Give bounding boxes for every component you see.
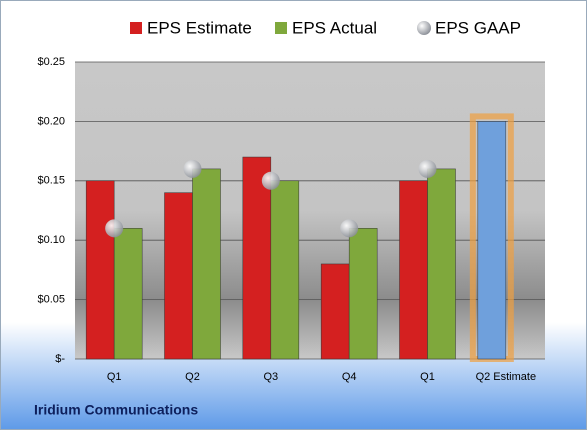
legend-label: EPS Actual — [292, 18, 377, 37]
bar — [192, 168, 221, 360]
bar — [348, 228, 378, 360]
bar — [399, 180, 428, 360]
x-tick-label: Q4 — [342, 371, 357, 383]
bar — [164, 192, 193, 360]
bar — [427, 168, 456, 360]
x-tick-label: Q1 — [107, 371, 122, 383]
gaap-marker — [340, 219, 359, 238]
legend-marker — [130, 22, 142, 34]
legend-marker — [275, 22, 287, 34]
gaap-marker — [261, 171, 280, 190]
gaap-marker — [418, 159, 437, 178]
footer: Iridium Communications — [34, 402, 198, 418]
y-tick-label: $- — [55, 353, 65, 365]
plot-area — [75, 62, 545, 359]
bar — [477, 121, 507, 360]
y-tick-label: $0.25 — [37, 56, 65, 68]
bar — [113, 228, 143, 360]
y-tick-label: $0.05 — [37, 294, 65, 306]
y-tick-label: $0.20 — [37, 115, 65, 127]
bar — [85, 180, 115, 360]
gaap-marker — [105, 219, 124, 238]
legend-label: EPS Estimate — [147, 18, 252, 37]
y-tick-label: $0.15 — [37, 175, 65, 187]
y-tick-label: $0.10 — [37, 234, 65, 246]
x-tick-label: Q2 — [185, 371, 200, 383]
x-tick-label: Q2 Estimate — [476, 371, 537, 383]
x-tick-label: Q3 — [263, 371, 278, 383]
x-tick-label: Q1 — [420, 371, 435, 383]
bar — [320, 263, 350, 360]
gaap-marker — [183, 159, 202, 178]
legend-label: EPS GAAP — [435, 18, 521, 37]
legend-marker — [417, 21, 431, 35]
bar — [242, 156, 272, 360]
bar — [270, 180, 300, 360]
